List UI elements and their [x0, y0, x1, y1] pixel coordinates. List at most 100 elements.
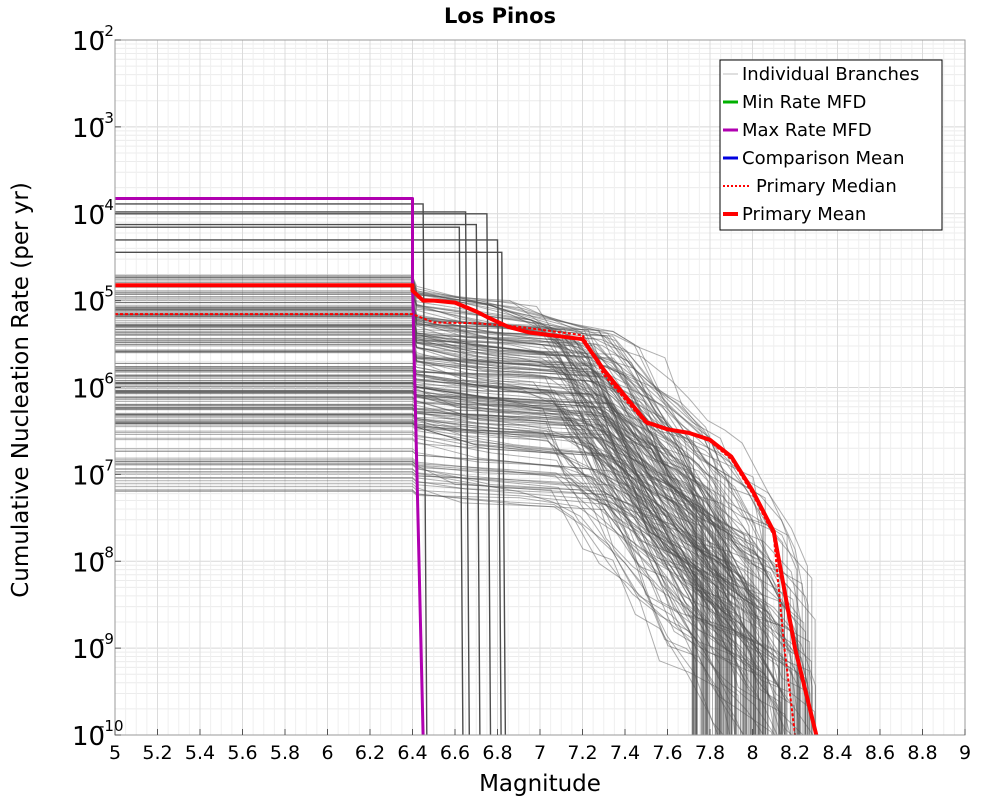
- y-tick-label: 10: [72, 548, 105, 578]
- branch-line: [115, 332, 736, 735]
- branch-line: [115, 277, 766, 735]
- branch-line: [115, 324, 705, 735]
- branch-line-high: [115, 226, 464, 735]
- branch-line: [115, 329, 718, 735]
- x-tick-label: 5.8: [270, 742, 300, 764]
- x-tick-label: 8: [746, 742, 758, 764]
- y-tick-label: 10: [72, 635, 105, 665]
- branch-line: [115, 316, 782, 735]
- grid: [114, 40, 966, 736]
- branch-line: [115, 483, 736, 735]
- branch-line: [115, 392, 783, 735]
- branch-line: [115, 306, 749, 735]
- branch-line: [115, 313, 786, 735]
- x-tick-label: 6.8: [482, 742, 512, 764]
- branch-line: [115, 275, 785, 735]
- branch-line: [115, 302, 780, 735]
- branch-line: [115, 392, 766, 735]
- branch-line: [115, 363, 811, 735]
- branch-line: [115, 393, 784, 735]
- branch-line: [115, 422, 749, 735]
- branch-line-high: [115, 223, 481, 735]
- branch-line: [115, 315, 696, 735]
- legend: Individual Branches Min Rate MFD Max Rate …: [719, 59, 943, 231]
- branch-line: [115, 317, 764, 735]
- branch-line: [115, 315, 780, 735]
- x-axis-ticks: 5 5.2 5.4 5.6 5.8 6 6.2 6.4 6.6 6.8 7 7.2 7.4 7.6 7.8 8…: [109, 729, 971, 764]
- x-tick-label: 7.4: [610, 742, 640, 764]
- branch-line: [115, 331, 725, 735]
- branch-line: [115, 485, 814, 735]
- individual-branches: [115, 203, 816, 735]
- branch-line: [115, 426, 791, 735]
- branch-line: [115, 325, 756, 735]
- branch-line: [115, 421, 810, 735]
- legend-label: Primary Median: [756, 176, 897, 197]
- branch-line-high: [115, 203, 428, 735]
- x-tick-label: 7.8: [695, 742, 725, 764]
- y-tick-label: 10: [72, 201, 105, 231]
- branch-line: [115, 367, 751, 735]
- branch-line: [115, 310, 693, 735]
- branch-line: [115, 322, 720, 735]
- branch-line: [115, 325, 792, 735]
- branch-line: [115, 437, 761, 735]
- branch-line: [115, 284, 808, 735]
- y-tick-label: 10: [72, 288, 105, 318]
- branch-line: [115, 450, 709, 735]
- branch-line: [115, 366, 777, 735]
- legend-box: [719, 59, 943, 231]
- branch-line: [115, 351, 798, 735]
- branch-line: [115, 307, 713, 735]
- y-tick-label: 10: [72, 114, 105, 144]
- branch-line: [115, 422, 736, 735]
- branch-line: [115, 457, 782, 735]
- branch-line: [115, 302, 722, 735]
- chart-title: Los Pinos: [444, 4, 556, 28]
- branch-line: [115, 277, 757, 735]
- legend-label: Min Rate MFD: [742, 92, 866, 113]
- branch-line: [115, 307, 813, 735]
- branch-line: [115, 422, 744, 735]
- branch-line: [115, 412, 747, 735]
- branch-line: [115, 285, 708, 735]
- legend-label: Max Rate MFD: [742, 120, 872, 141]
- branch-line: [115, 349, 730, 735]
- branch-line: [115, 312, 707, 735]
- branch-line: [115, 350, 812, 735]
- branch-line: [115, 367, 781, 735]
- branch-line: [115, 375, 745, 735]
- branch-line: [115, 341, 765, 735]
- y-tick-exponent: -8: [99, 543, 114, 561]
- branch-line: [115, 342, 762, 735]
- y-tick-exponent: -4: [99, 196, 114, 214]
- y-tick-label: 10: [72, 375, 105, 405]
- branch-line-high: [115, 211, 470, 735]
- branch-line: [115, 338, 793, 735]
- x-axis-label: Magnitude: [479, 771, 601, 797]
- branch-line: [115, 392, 737, 735]
- branch-line: [115, 310, 799, 735]
- branch-line: [115, 370, 726, 735]
- branch-line: [115, 386, 799, 735]
- branch-line: [115, 422, 783, 735]
- branch-line: [115, 371, 744, 735]
- branch-line: [115, 281, 760, 735]
- branch-line: [115, 468, 725, 735]
- x-tick-label: 8.4: [822, 742, 852, 764]
- branch-line: [115, 396, 736, 735]
- branch-line: [115, 293, 805, 735]
- legend-label: Comparison Mean: [742, 148, 905, 169]
- legend-label: Primary Mean: [742, 204, 866, 225]
- branch-line: [115, 296, 726, 735]
- branch-line: [115, 362, 758, 735]
- y-tick-exponent: -3: [99, 109, 114, 127]
- x-tick-label: 5.6: [227, 742, 257, 764]
- branch-line: [115, 391, 755, 735]
- branch-line: [115, 463, 796, 735]
- branch-line: [115, 434, 793, 735]
- x-tick-label: 7.2: [567, 742, 597, 764]
- branch-line: [115, 350, 752, 735]
- branch-line: [115, 312, 816, 735]
- branch-line: [115, 301, 730, 735]
